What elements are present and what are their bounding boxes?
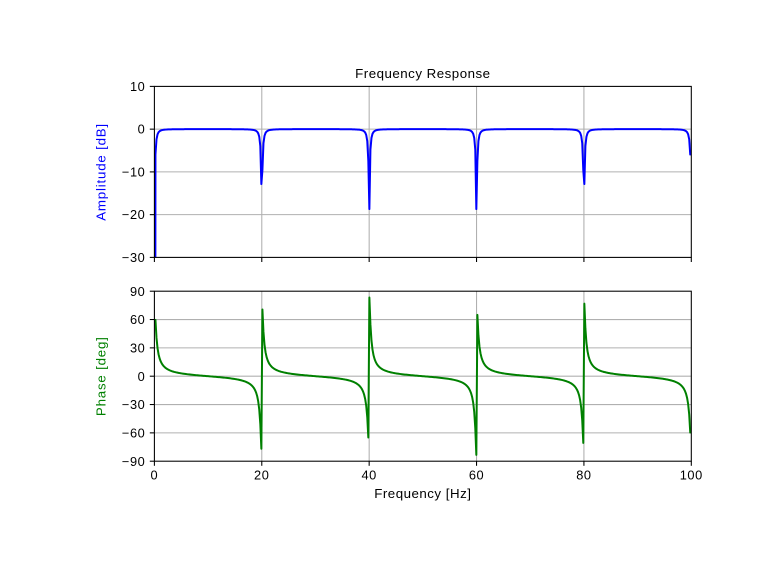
svg-text:80: 80 — [576, 468, 591, 483]
svg-text:−30: −30 — [122, 397, 146, 412]
svg-text:−20: −20 — [122, 207, 146, 222]
svg-text:60: 60 — [130, 312, 145, 327]
svg-text:10: 10 — [130, 79, 145, 94]
svg-text:0: 0 — [151, 468, 159, 483]
svg-text:40: 40 — [361, 468, 376, 483]
svg-text:Frequency [Hz]: Frequency [Hz] — [374, 486, 471, 501]
svg-text:−30: −30 — [122, 250, 146, 265]
svg-text:−90: −90 — [122, 454, 146, 469]
svg-text:Phase [deg]: Phase [deg] — [94, 336, 109, 416]
svg-text:100: 100 — [680, 468, 703, 483]
svg-text:20: 20 — [254, 468, 269, 483]
svg-text:−10: −10 — [122, 164, 146, 179]
svg-text:30: 30 — [130, 340, 145, 355]
svg-text:−60: −60 — [122, 425, 146, 440]
svg-text:0: 0 — [138, 369, 146, 384]
svg-text:Amplitude [dB]: Amplitude [dB] — [94, 123, 109, 221]
svg-text:0: 0 — [138, 122, 146, 137]
svg-text:Frequency Response: Frequency Response — [355, 66, 490, 81]
svg-text:90: 90 — [130, 284, 145, 299]
svg-text:60: 60 — [469, 468, 484, 483]
